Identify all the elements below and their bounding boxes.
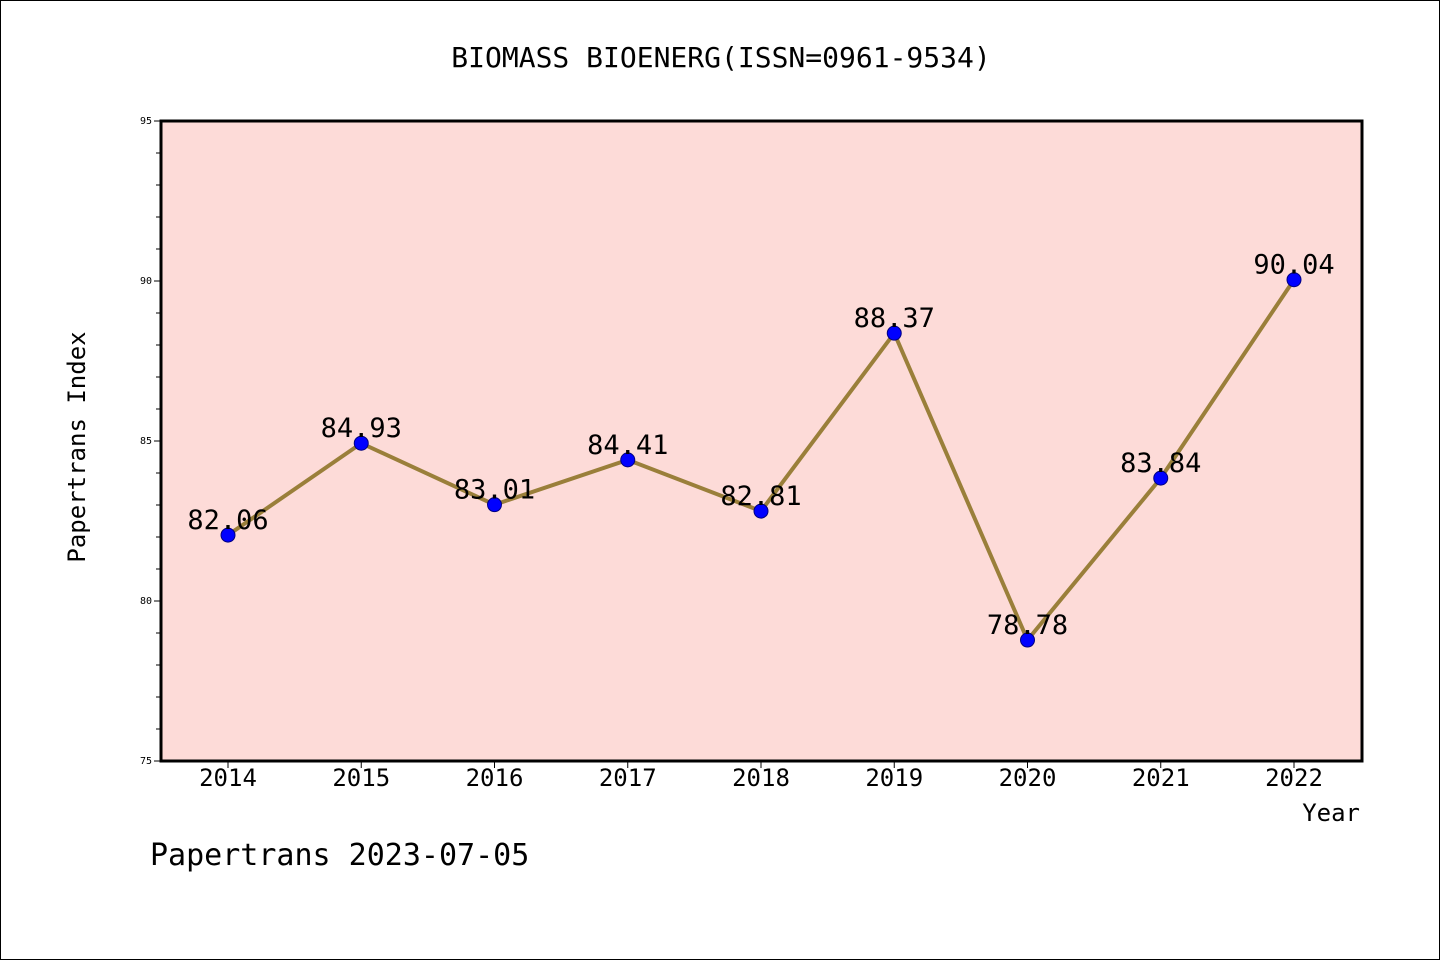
y-tick-label: 75 — [140, 756, 152, 767]
y-tick-label: 80 — [140, 596, 152, 607]
x-tick-label: 2014 — [199, 764, 257, 792]
x-tick-label: 2019 — [865, 764, 923, 792]
x-tick-label: 2018 — [732, 764, 790, 792]
data-label: 88.37 — [854, 303, 935, 334]
y-tick-label: 90 — [140, 276, 152, 287]
chart-title: BIOMASS BIOENERG(ISSN=0961-9534) — [451, 41, 990, 74]
data-point — [886, 325, 902, 341]
x-tick-label: 2015 — [332, 764, 390, 792]
data-label: 78.78 — [987, 610, 1068, 641]
x-tick-label: 2016 — [466, 764, 524, 792]
data-label: 90.04 — [1253, 250, 1334, 281]
data-points — [220, 272, 1302, 648]
data-label: 84.93 — [321, 413, 402, 444]
footer-credit: Papertrans 2023-07-05 — [150, 838, 529, 873]
x-tick-label: 2017 — [599, 764, 657, 792]
data-labels: 82.06 84.93 83.01 84.41 82.81 88.37 78.78 83.84… — [187, 250, 1334, 641]
data-point — [620, 452, 636, 468]
x-tick-label: 2020 — [999, 764, 1057, 792]
x-axis-title: Year — [1302, 799, 1360, 827]
data-point — [220, 527, 236, 543]
data-label: 82.81 — [720, 481, 801, 512]
y-axis-title: Papertrans Index — [63, 331, 91, 562]
data-point — [1153, 470, 1169, 486]
x-tick-label: 2021 — [1132, 764, 1190, 792]
data-label: 83.84 — [1120, 448, 1201, 479]
data-point — [753, 503, 769, 519]
y-tick-label: 95 — [140, 116, 152, 127]
data-label: 84.41 — [587, 430, 668, 461]
data-point — [1020, 632, 1035, 648]
data-point — [353, 435, 369, 451]
data-point — [487, 497, 502, 513]
y-tick-label: 85 — [140, 436, 152, 447]
data-label: 82.06 — [187, 505, 268, 536]
data-point — [1286, 272, 1302, 288]
x-tick-label: 2022 — [1265, 764, 1323, 792]
axis-ticks: 75 80 85 90 95 2014 2015 2016 2017 2018 2019 2020 20… — [140, 116, 1323, 792]
plot-frame — [159, 119, 1364, 763]
data-label: 83.01 — [454, 475, 535, 506]
